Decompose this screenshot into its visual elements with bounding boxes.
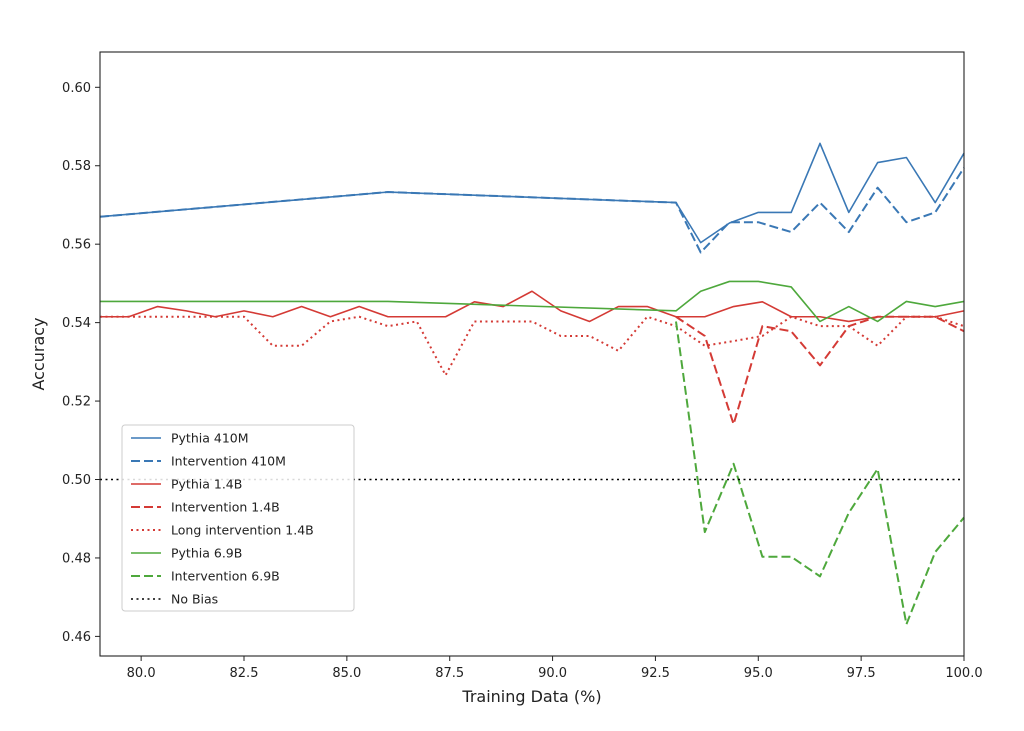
- y-tick-label: 0.46: [62, 630, 91, 645]
- legend-label-pythia-1-4b: Pythia 1.4B: [171, 477, 242, 492]
- x-tick-label: 80.0: [127, 666, 156, 681]
- x-tick-label: 87.5: [435, 666, 464, 681]
- y-tick-label: 0.54: [62, 316, 91, 331]
- x-tick-label: 100.0: [945, 666, 982, 681]
- series-line-intervention-410m: [99, 167, 965, 254]
- y-axis-label: Accuracy: [29, 317, 48, 390]
- y-tick-label: 0.50: [62, 473, 91, 488]
- legend-label-no-bias: No Bias: [171, 592, 218, 607]
- y-tick-label: 0.48: [62, 551, 91, 566]
- series-line-pythia-6-9b: [100, 280, 965, 323]
- legend-label-pythia-6-9b: Pythia 6.9B: [171, 546, 242, 561]
- x-tick-label: 95.0: [744, 666, 773, 681]
- legend-label-pythia-410m: Pythia 410M: [171, 431, 249, 446]
- x-axis-label: Training Data (%): [461, 687, 601, 706]
- x-tick-label: 90.0: [538, 666, 567, 681]
- x-tick-label: 85.0: [332, 666, 361, 681]
- x-tick-label: 97.5: [847, 666, 876, 681]
- y-tick-label: 0.52: [62, 395, 91, 410]
- y-tick-label: 0.60: [62, 81, 91, 96]
- plot-frame: [99, 51, 965, 657]
- x-axis-ticks: 80.0 82.5 85.0 87.5 90.0 92.5 95.0 97.5 100.0: [127, 656, 983, 681]
- series-line-long-intervention-1-4b: [100, 315, 965, 377]
- y-tick-label: 0.58: [62, 159, 91, 174]
- y-tick-label: 0.56: [62, 238, 91, 253]
- legend-label-intervention-6-9b: Intervention 6.9B: [171, 569, 280, 584]
- x-tick-label: 92.5: [641, 666, 670, 681]
- y-axis-ticks: 0.46 0.48 0.50 0.52 0.54 0.56 0.58 0.60: [62, 81, 100, 645]
- legend-box: [121, 424, 355, 612]
- series-line-pythia-1-4b: [100, 290, 965, 323]
- legend-label-intervention-1-4b: Intervention 1.4B: [171, 500, 280, 515]
- legend-label-long-intervention-1-4b: Long intervention 1.4B: [171, 523, 314, 538]
- legend: Pythia 410M Intervention 410M Pythia 1.4B I…: [121, 424, 355, 612]
- series-line-intervention-1-4b: [675, 315, 965, 426]
- x-tick-label: 82.5: [230, 666, 259, 681]
- legend-label-intervention-410m: Intervention 410M: [171, 454, 286, 469]
- series-line-intervention-6-9b: [675, 321, 965, 626]
